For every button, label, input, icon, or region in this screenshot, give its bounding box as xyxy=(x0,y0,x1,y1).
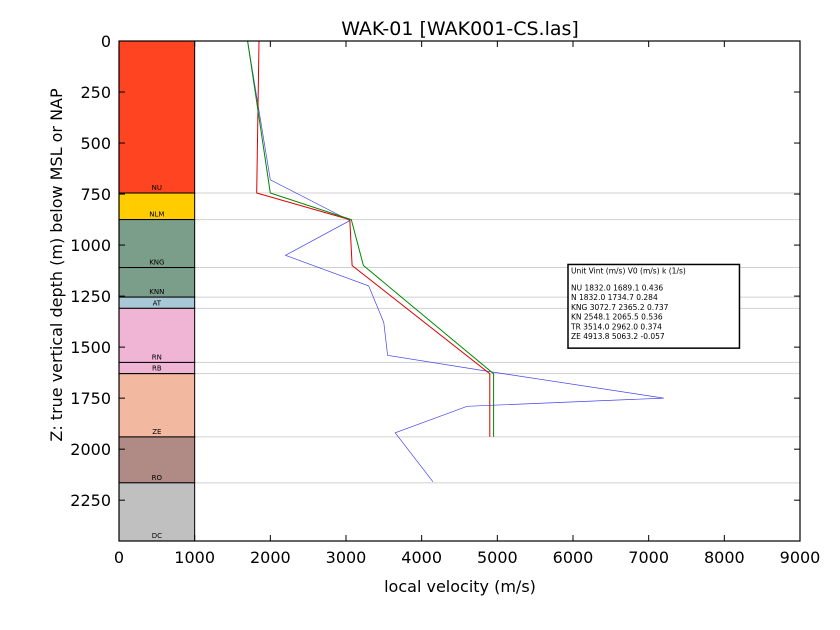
x-tick-label: 0 xyxy=(114,548,124,567)
unit-label: AT xyxy=(153,299,162,307)
y-tick-label: 2250 xyxy=(70,491,111,510)
y-tick-label: 1000 xyxy=(70,236,111,255)
legend-box xyxy=(567,263,741,349)
unit-label: NU xyxy=(152,184,162,192)
unit-block xyxy=(118,192,196,221)
unit-label: NLM xyxy=(149,211,164,219)
chart-title: WAK-01 [WAK001-CS.las] xyxy=(341,18,579,40)
x-tick-label: 9000 xyxy=(780,548,821,567)
unit-label: DC xyxy=(152,532,162,540)
unit-block xyxy=(118,482,196,542)
plot-area: NU NLM KNG KNN AT RN RB ZE RO DC Unit Vint (m/s) V… xyxy=(70,32,820,567)
x-tick-label: 8000 xyxy=(704,548,745,567)
series-line xyxy=(256,40,491,437)
y-tick-label: 1500 xyxy=(70,338,111,357)
unit-label: RN xyxy=(152,353,162,361)
legend-row: N 1832.0 1734.7 0.284 xyxy=(571,293,658,302)
unit-block xyxy=(118,436,196,484)
legend-row: TR 3514.0 2962.0 0.374 xyxy=(570,322,662,331)
legend-header: Unit Vint (m/s) V0 (m/s) k (1/s) xyxy=(571,266,686,275)
x-tick-label: 6000 xyxy=(553,548,594,567)
y-axis-title: Z: true vertical depth (m) below MSL or … xyxy=(47,88,66,442)
x-tick-label: 4000 xyxy=(401,548,442,567)
unit-label: ZE xyxy=(152,428,161,436)
unit-label: KNN xyxy=(149,288,164,296)
unit-block xyxy=(118,373,196,438)
y-tick-label: 500 xyxy=(80,134,111,153)
unit-label: RO xyxy=(152,474,163,482)
unit-block xyxy=(118,307,196,363)
y-tick-label: 1250 xyxy=(70,287,111,306)
y-tick-label: 1750 xyxy=(70,389,111,408)
unit-label: RB xyxy=(152,365,162,373)
y-tick-label: 0 xyxy=(101,32,111,51)
x-tick-label: 1000 xyxy=(174,548,215,567)
legend-row: KNG 3072.7 2365.2 0.737 xyxy=(571,303,669,312)
legend-row: ZE 4913.8 5063.2 -0.057 xyxy=(571,332,665,341)
x-tick-label: 2000 xyxy=(250,548,291,567)
x-tick-label: 5000 xyxy=(477,548,518,567)
series-line xyxy=(247,40,664,483)
unit-block xyxy=(118,40,196,194)
x-tick-label: 7000 xyxy=(628,548,669,567)
x-axis-title: local velocity (m/s) xyxy=(384,577,536,596)
y-tick-label: 2000 xyxy=(70,440,111,459)
x-tick-label: 3000 xyxy=(326,548,367,567)
plot-frame xyxy=(118,40,801,542)
y-tick-label: 250 xyxy=(80,83,111,102)
y-tick-label: 750 xyxy=(80,185,111,204)
legend-row: KN 2548.1 2065.5 0.536 xyxy=(571,313,663,322)
series-line xyxy=(247,40,495,437)
unit-label: KNG xyxy=(149,259,164,267)
legend-row: NU 1832.0 1689.1 0.436 xyxy=(571,283,663,292)
